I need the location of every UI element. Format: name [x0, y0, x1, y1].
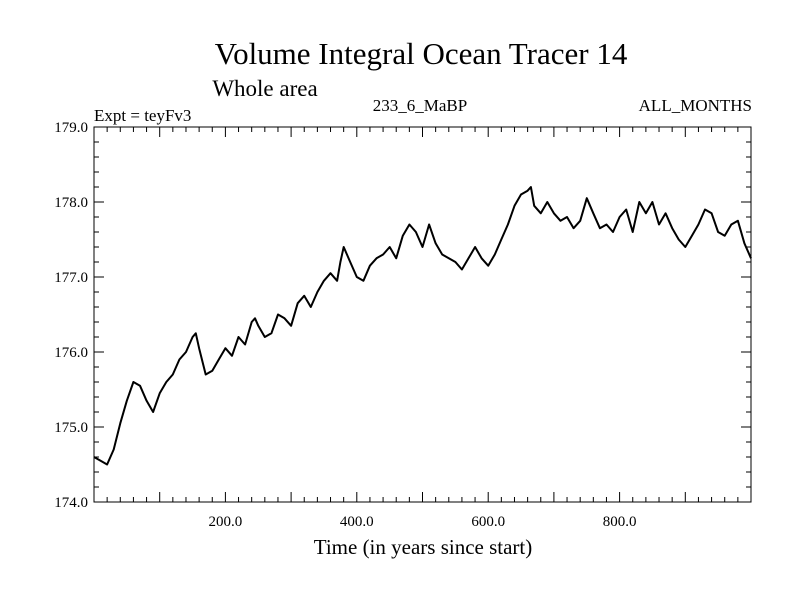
y-axis: 174.0 175.0 176.0 177.0 178.0 179.0 — [54, 120, 751, 511]
experiment-label: Expt = teyFv3 — [94, 106, 191, 125]
plot-frame — [93, 126, 752, 503]
y-tick-label: 178.0 — [54, 195, 88, 211]
x-axis-label: Time (in years since start) — [314, 535, 533, 559]
chart-title: Volume Integral Ocean Tracer 14 — [215, 36, 628, 71]
y-tick-label: 174.0 — [54, 495, 88, 511]
x-tick-label: 200.0 — [209, 514, 243, 530]
y-tick-label: 179.0 — [54, 120, 88, 136]
center-label: 233_6_MaBP — [373, 96, 467, 115]
y-tick-label: 176.0 — [54, 345, 88, 361]
chart-subtitle: Whole area — [212, 76, 317, 101]
x-tick-label: 800.0 — [603, 514, 637, 530]
x-axis: 200.0 400.0 600.0 800.0 — [106, 127, 739, 530]
x-tick-label: 600.0 — [471, 514, 505, 530]
y-tick-label: 177.0 — [54, 270, 88, 286]
right-label: ALL_MONTHS — [639, 96, 752, 115]
x-tick-label: 400.0 — [340, 514, 374, 530]
y-tick-label: 175.0 — [54, 420, 88, 436]
series-line — [93, 186, 752, 466]
